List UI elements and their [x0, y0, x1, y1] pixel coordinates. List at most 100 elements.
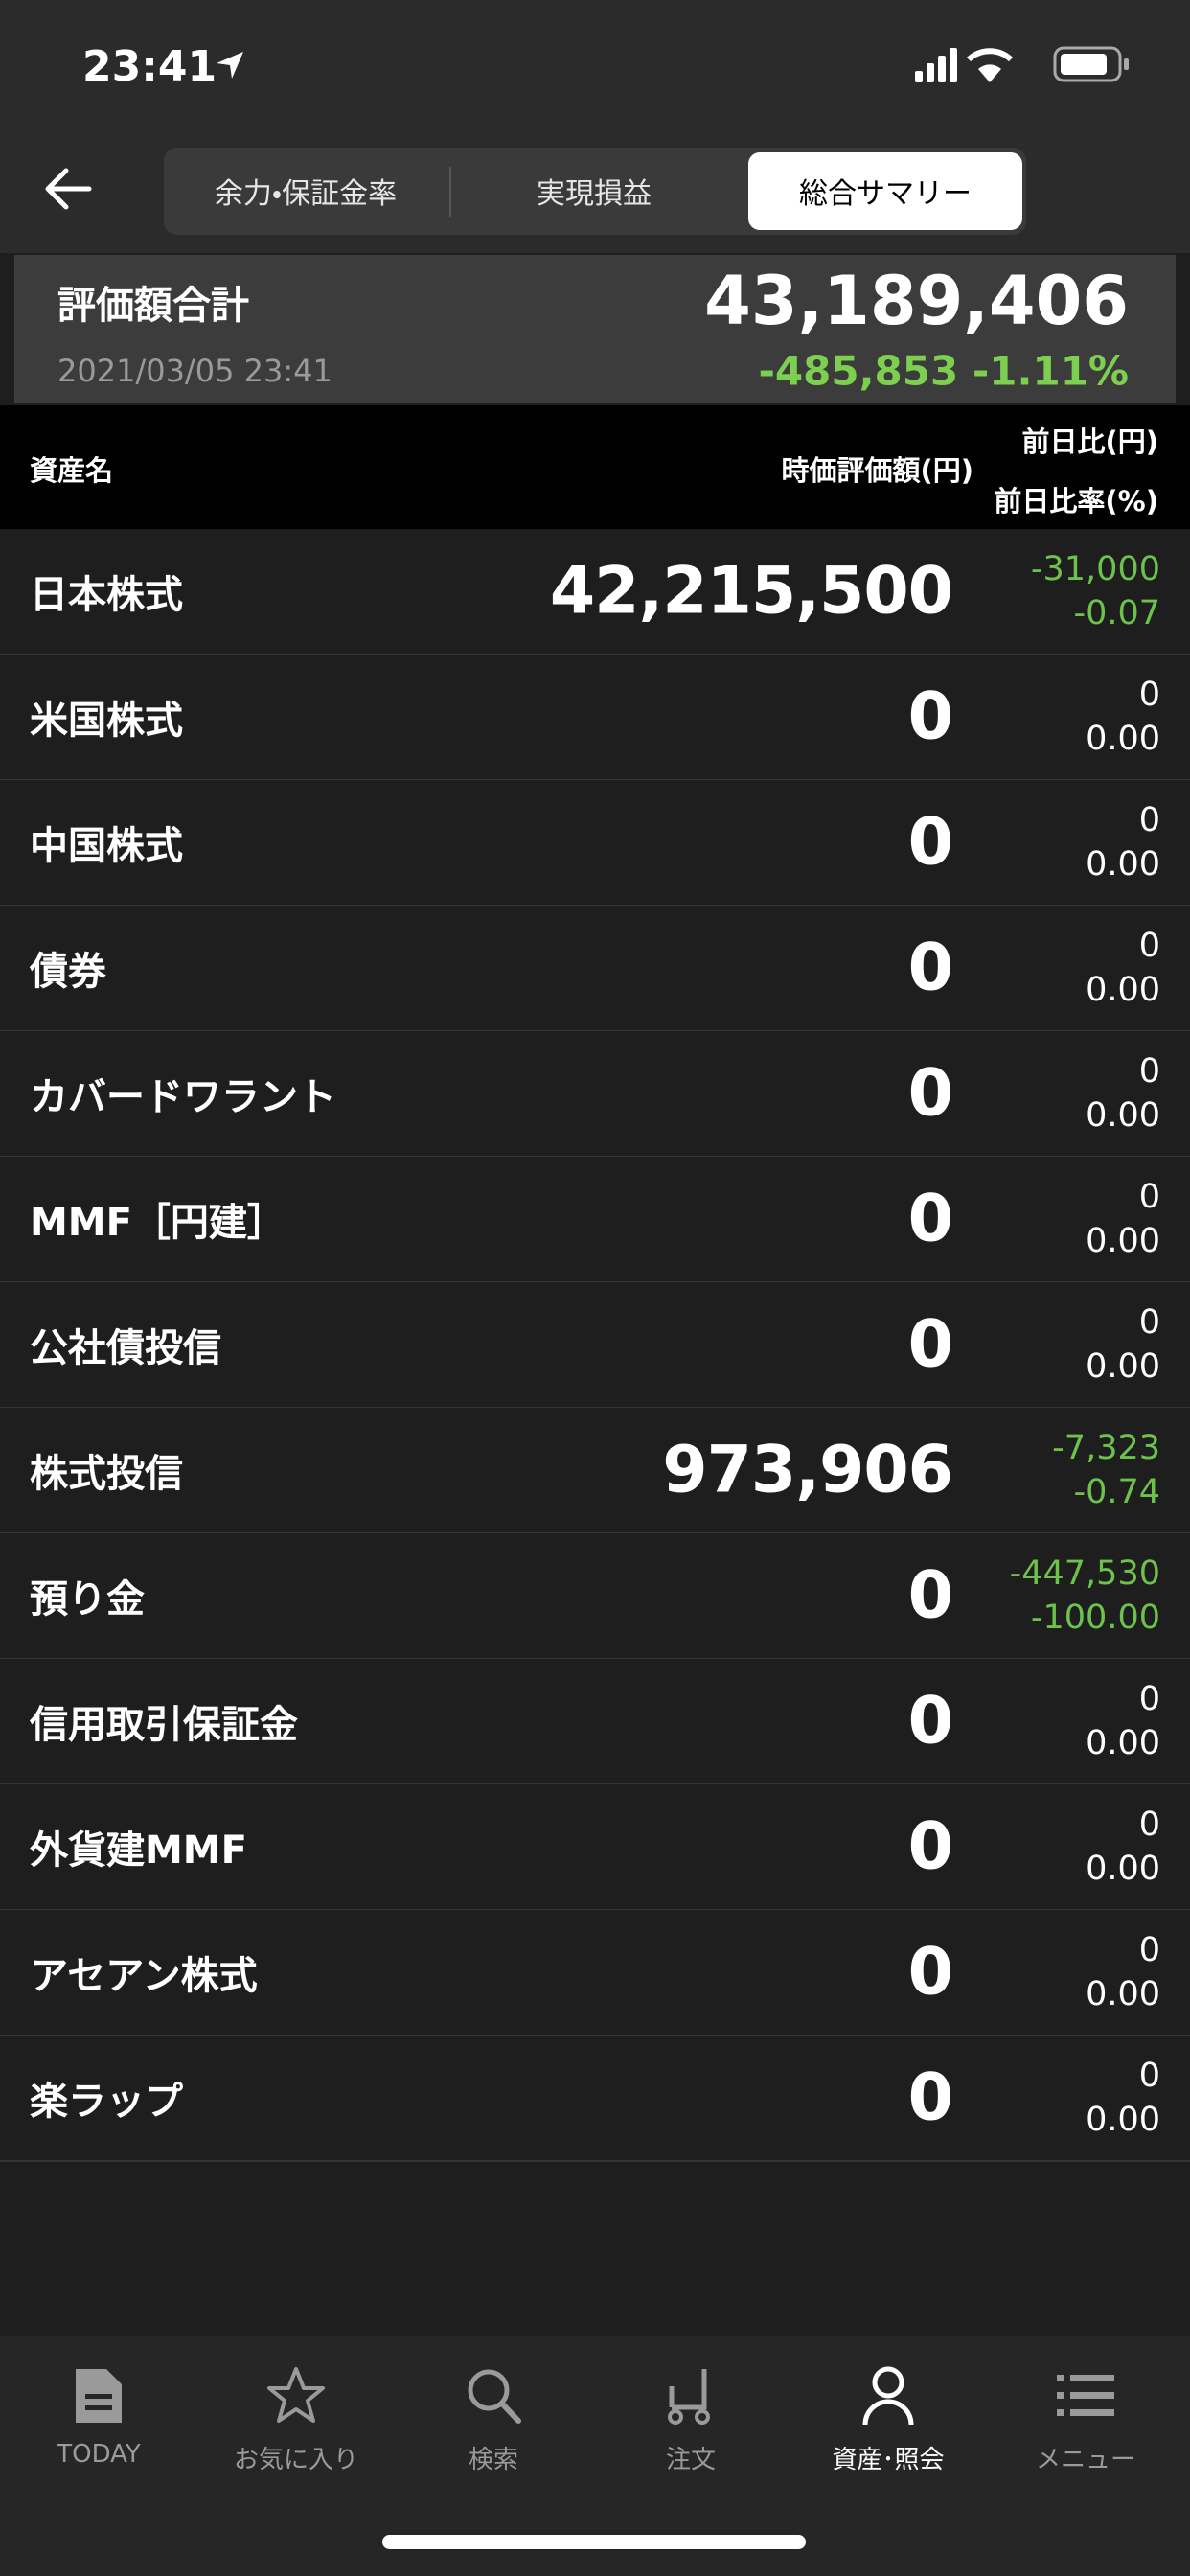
asset-change: 0: [1138, 1178, 1160, 1216]
change: -485,853: [758, 347, 959, 395]
asset-change: 0: [1138, 1052, 1160, 1091]
asset-value: 0: [907, 678, 953, 755]
asset-change: 0: [1138, 2057, 1160, 2095]
asset-row[interactable]: 公社債投信 0 0 0.00: [0, 1282, 1190, 1409]
asset-name: アセアン株式: [30, 1954, 258, 1998]
asset-change: 0: [1138, 1931, 1160, 1969]
tab-item[interactable]: 検索: [395, 2336, 592, 2528]
tab-item[interactable]: TODAY: [0, 2336, 197, 2528]
header-change-rate: 前日比率(%): [994, 485, 1158, 518]
total-change: -485,853 -1.11%: [759, 348, 1130, 395]
tab-bar: TODAY お気に入り 検索 注文 資産･照会 メニュー: [0, 2336, 1190, 2576]
asset-change-rate: 0.00: [1086, 1347, 1160, 1386]
asset-value: 0: [907, 1181, 953, 1257]
tab-icon: [267, 2367, 325, 2423]
asset-row[interactable]: 日本株式 42,215,500 -31,000 -0.07: [0, 529, 1190, 656]
asset-change: 0: [1138, 676, 1160, 714]
asset-name: 米国株式: [30, 699, 183, 743]
asset-name: 中国株式: [30, 824, 183, 868]
asset-name: MMF［円建］: [30, 1201, 286, 1245]
location-icon: [217, 52, 243, 79]
asset-row[interactable]: MMF［円建］ 0 0 0.00: [0, 1157, 1190, 1283]
timestamp: 2021/03/05 23:41: [57, 353, 332, 389]
asset-name: 債券: [30, 950, 106, 994]
asset-change-rate: 0.00: [1086, 2101, 1160, 2139]
home-indicator: [382, 2535, 806, 2549]
asset-change-rate: 0.00: [1086, 720, 1160, 758]
tab-label: 資産･照会: [832, 2446, 945, 2474]
active-tab-bg: [748, 152, 1022, 230]
asset-row[interactable]: 米国株式 0 0 0.00: [0, 655, 1190, 781]
tab[interactable]: 余力・保証金率: [214, 177, 398, 211]
tab-item[interactable]: メニュー: [987, 2336, 1184, 2528]
asset-change-rate: 0.00: [1086, 1975, 1160, 2013]
header-name: 資産名: [30, 454, 114, 487]
asset-value: 0: [907, 930, 953, 1006]
tab[interactable]: 実現損益: [537, 177, 652, 211]
asset-change-rate: 0.00: [1086, 971, 1160, 1009]
asset-value: 0: [907, 804, 953, 881]
asset-value: 42,215,500: [549, 553, 953, 630]
tab-label: お気に入り: [233, 2446, 358, 2474]
asset-change-rate: 0.00: [1086, 1724, 1160, 1762]
header-value: 時価評価額(円): [781, 454, 973, 487]
asset-change-rate: 0.00: [1086, 1096, 1160, 1135]
tab-icon: [862, 2366, 914, 2426]
status-icons: [915, 46, 1129, 82]
asset-value: 0: [907, 1808, 953, 1885]
summary-label: 評価額合計: [57, 284, 249, 328]
asset-change-rate: -100.00: [1030, 1598, 1160, 1637]
asset-row[interactable]: アセアン株式 0 0 0.00: [0, 1910, 1190, 2036]
tab-label: TODAY: [57, 2440, 141, 2469]
asset-value: 0: [907, 1306, 953, 1383]
asset-name: 預り金: [30, 1577, 145, 1622]
asset-row[interactable]: 中国株式 0 0 0.00: [0, 780, 1190, 907]
asset-row[interactable]: 株式投信 973,906 -7,323 -0.74: [0, 1408, 1190, 1534]
asset-change: -31,000: [1030, 550, 1160, 588]
asset-change-rate: -0.07: [1073, 594, 1160, 632]
asset-change-rate: 0.00: [1086, 1850, 1160, 1888]
tab-label: メニュー: [1035, 2446, 1135, 2474]
tab-icon: [76, 2369, 122, 2423]
asset-row[interactable]: 債券 0 0 0.00: [0, 906, 1190, 1032]
asset-change: 0: [1138, 1806, 1160, 1844]
summary-panel: 評価額合計 2021/03/05 23:41 43,189,406 -485,8…: [14, 255, 1176, 403]
asset-value: 0: [907, 1557, 953, 1634]
tab-item[interactable]: お気に入り: [197, 2336, 395, 2528]
asset-value: 973,906: [662, 1432, 953, 1508]
asset-value: 0: [907, 1055, 953, 1132]
divider: [449, 167, 451, 217]
asset-change: -447,530: [1009, 1554, 1160, 1593]
status-time: 23:41: [82, 42, 217, 91]
header-change: 前日比(円): [1021, 426, 1158, 458]
asset-name: 日本株式: [30, 573, 183, 617]
table-header: 資産名 時価評価額(円) 前日比(円) 前日比率(%): [0, 405, 1190, 529]
tab[interactable]: 総合サマリー: [799, 177, 972, 211]
back-button[interactable]: [43, 165, 93, 213]
asset-name: 楽ラップ: [30, 2080, 183, 2124]
change-rate: -1.11%: [972, 347, 1129, 395]
tab-icon: [468, 2369, 521, 2424]
asset-row[interactable]: 預り金 0 -447,530 -100.00: [0, 1533, 1190, 1660]
asset-value: 0: [907, 1934, 953, 2011]
asset-change: 0: [1138, 1303, 1160, 1342]
asset-value: 0: [907, 2059, 953, 2136]
tab-icon: [1057, 2375, 1114, 2416]
tab-item[interactable]: 資産･照会: [790, 2336, 987, 2528]
asset-name: 外貨建MMF: [30, 1828, 247, 1873]
asset-change-rate: -0.74: [1073, 1473, 1160, 1511]
asset-row[interactable]: カバードワラント 0 0 0.00: [0, 1031, 1190, 1158]
segmented-control: 余力・保証金率 実現損益 総合サマリー: [164, 148, 1026, 235]
asset-name: 株式投信: [30, 1452, 183, 1496]
tab-item[interactable]: 注文: [592, 2336, 790, 2528]
tab-label: 注文: [665, 2446, 716, 2474]
asset-change: 0: [1138, 927, 1160, 965]
asset-name: 公社債投信: [30, 1326, 221, 1370]
asset-row[interactable]: 信用取引保証金 0 0 0.00: [0, 1659, 1190, 1785]
asset-change-rate: 0.00: [1086, 845, 1160, 884]
asset-row[interactable]: 外貨建MMF 0 0 0.00: [0, 1784, 1190, 1911]
asset-change: -7,323: [1052, 1429, 1160, 1467]
total-value: 43,189,406: [704, 262, 1129, 340]
asset-row[interactable]: 楽ラップ 0 0 0.00: [0, 2036, 1190, 2162]
